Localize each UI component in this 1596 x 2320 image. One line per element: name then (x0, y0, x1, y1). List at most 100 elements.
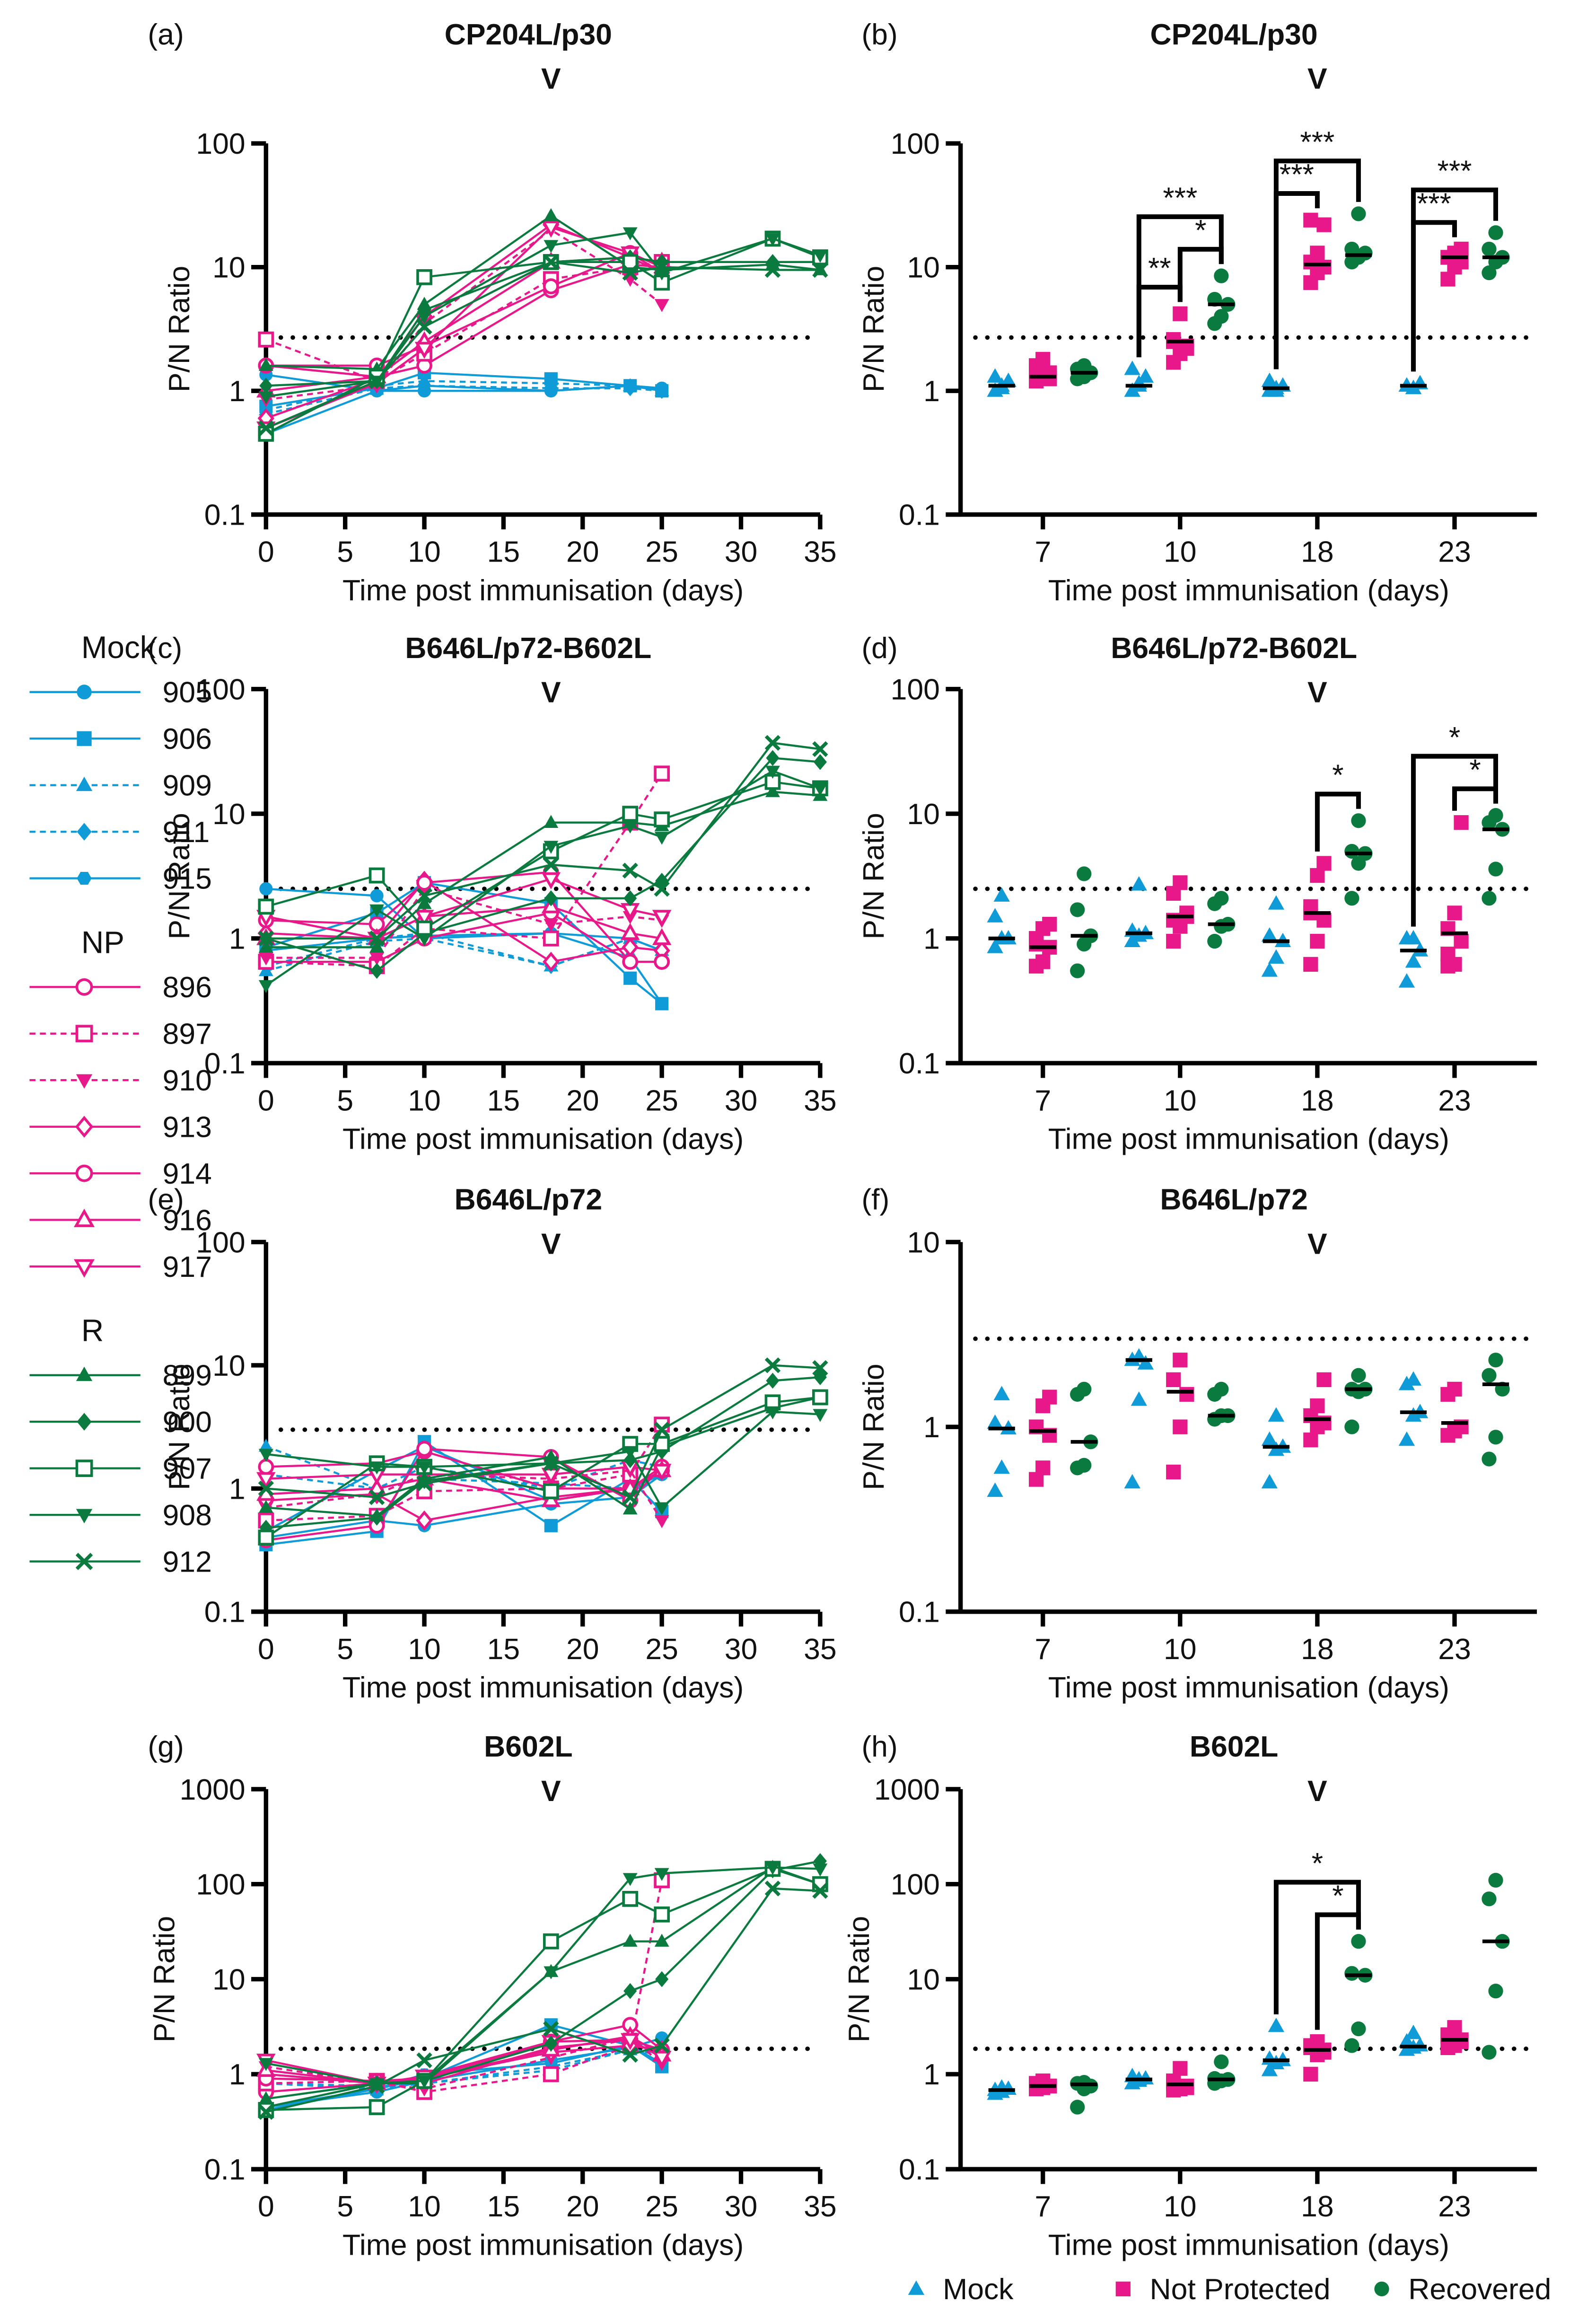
legend-label: 900 (163, 1406, 212, 1439)
data-point (1398, 1431, 1415, 1446)
data-point (622, 954, 639, 970)
y-tick-label: 100 (891, 673, 940, 706)
x-tick-label: 10 (1164, 1084, 1196, 1117)
data-point (765, 1406, 780, 1420)
series-line (265, 385, 662, 435)
data-point (1042, 371, 1057, 387)
panel-letter: (a) (148, 18, 184, 51)
legend-marker (74, 1259, 95, 1278)
data-point (544, 240, 559, 253)
data-point (620, 903, 640, 920)
data-point (1000, 372, 1017, 387)
data-point (1303, 2040, 1318, 2056)
data-point (654, 1906, 670, 1923)
data-point (544, 841, 559, 854)
data-point (993, 1459, 1010, 1474)
y-tick-label: 1 (229, 375, 246, 408)
data-point (812, 1360, 828, 1376)
x-tick-label: 0 (258, 1633, 274, 1666)
x-tick-label: 15 (487, 2190, 520, 2223)
x-axis-label: Time post immunisation (days) (1048, 574, 1449, 607)
data-point (1344, 241, 1359, 257)
legend-item-recovered: Recovered (1374, 2273, 1551, 2306)
bracket-line (1136, 214, 1224, 358)
data-point (543, 2021, 559, 2037)
x-tick-label: 5 (337, 1084, 353, 1117)
series-899 (258, 784, 828, 953)
data-point (1035, 954, 1051, 969)
data-point (765, 784, 780, 797)
legend-marker (76, 1509, 93, 1524)
data-point (1179, 2080, 1194, 2095)
data-point (622, 2047, 638, 2063)
data-point (622, 806, 639, 822)
data-point (1077, 1381, 1092, 1397)
significance-label: * (1449, 721, 1460, 754)
data-point (623, 1933, 638, 1947)
data-point (1077, 866, 1092, 881)
panel-title: B602L (1190, 1730, 1279, 1763)
data-point (987, 368, 1003, 383)
data-point (1214, 268, 1229, 283)
data-point (654, 832, 669, 845)
data-point (622, 264, 638, 281)
y-tick-label: 0.1 (899, 1047, 940, 1080)
data-point (812, 1883, 828, 1899)
data-point (654, 1422, 670, 1438)
data-point (258, 420, 274, 436)
data-point (652, 910, 672, 927)
series-line (266, 214, 821, 370)
legend-item-910: 910 (29, 1064, 212, 1097)
y-axis-label: P/N Ratio (163, 266, 196, 392)
data-point (813, 1369, 827, 1386)
significance-bracket: *** (1411, 155, 1498, 372)
data-point (544, 919, 559, 932)
x-tick-label: 5 (337, 1633, 353, 1666)
data-point (416, 920, 432, 937)
data-point (1310, 246, 1325, 261)
series-line (266, 228, 663, 401)
data-point (987, 939, 1003, 953)
x-tick-label: 23 (1438, 2190, 1471, 2223)
group-mock (987, 876, 1429, 988)
data-point (1179, 1387, 1194, 1402)
significance-bracket: *** (1273, 125, 1361, 369)
data-point (369, 952, 385, 966)
x-tick-label: 18 (1301, 536, 1333, 569)
data-point (368, 2099, 385, 2115)
data-point (1316, 913, 1332, 928)
data-point (416, 269, 432, 285)
data-point (812, 1389, 828, 1406)
data-point (258, 1439, 273, 1452)
data-point (416, 1475, 432, 1492)
group-legend: Mock Not Protected Recovered (908, 2273, 1551, 2306)
y-tick-label: 100 (891, 127, 940, 160)
data-point (1166, 933, 1181, 949)
series-line (266, 263, 662, 378)
data-point (368, 373, 385, 389)
data-point (1214, 1381, 1229, 1397)
x-tick-label: 7 (1035, 1633, 1051, 1666)
y-axis-label: P/N Ratio (857, 1363, 890, 1490)
data-point (1351, 1368, 1366, 1383)
series-line (265, 878, 662, 940)
y-tick-label: 0.1 (899, 2153, 940, 2186)
x-tick-label: 23 (1438, 1633, 1471, 1666)
data-point (256, 1472, 276, 1489)
series-line (266, 1364, 820, 1499)
x-tick-label: 0 (258, 2190, 274, 2223)
x-tick-label: 35 (804, 1633, 836, 1666)
data-point (1405, 2024, 1422, 2039)
legend-marker (75, 1553, 93, 1570)
series-line (265, 380, 662, 411)
data-point (623, 820, 638, 834)
boost-marker: V (541, 676, 561, 709)
data-point (544, 1519, 558, 1532)
series-913 (257, 214, 670, 429)
x-tick-label: 23 (1438, 536, 1471, 569)
y-tick-label: 1 (229, 2058, 246, 2091)
data-point (1173, 2061, 1188, 2076)
legend-marker (76, 1074, 93, 1089)
panel-title: B646L/p72 (1160, 1183, 1308, 1216)
